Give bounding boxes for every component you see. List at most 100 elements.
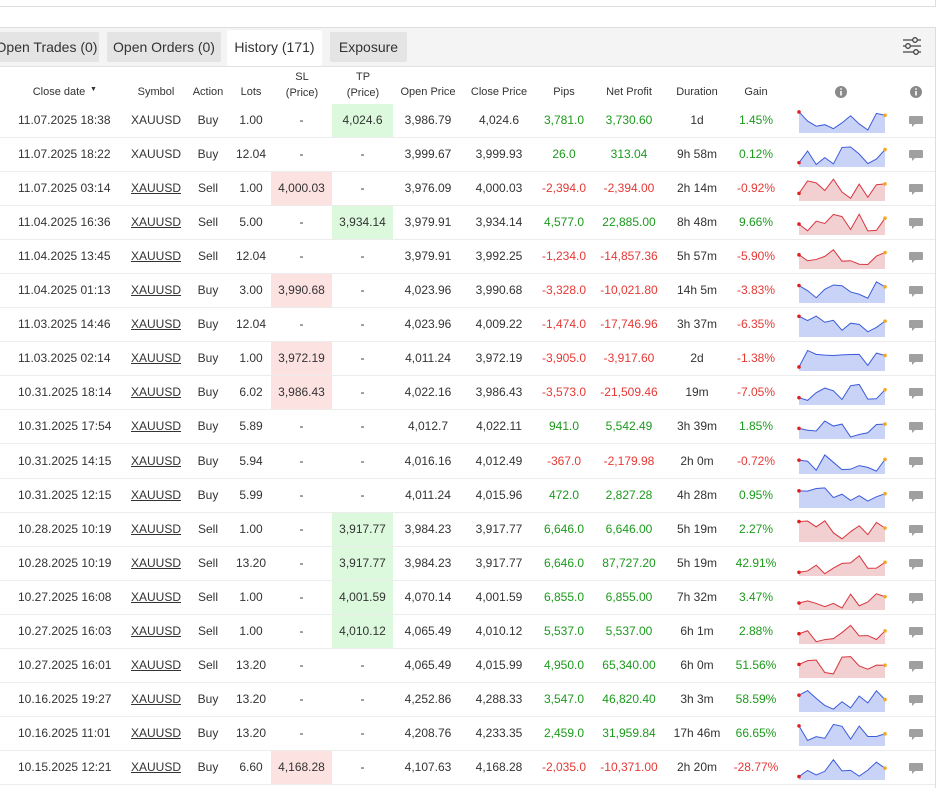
- tab[interactable]: Exposure: [330, 32, 407, 62]
- open-price: 4,023.96: [404, 317, 452, 332]
- column-header: Symbol: [137, 86, 175, 98]
- gain: -5.90%: [736, 249, 776, 264]
- close-date: 10.28.2025 10:19: [18, 555, 112, 570]
- comment-icon[interactable]: [908, 216, 924, 230]
- tab[interactable]: History (171): [227, 30, 322, 66]
- symbol[interactable]: XAUUSD: [130, 283, 181, 298]
- symbol[interactable]: XAUUSD: [130, 181, 181, 196]
- comment-icon[interactable]: [908, 557, 924, 571]
- stop-loss: -: [299, 691, 304, 706]
- net-profit: -21,509.46: [600, 385, 658, 400]
- symbol[interactable]: XAUUSD: [130, 521, 181, 536]
- symbol[interactable]: XAUUSD: [130, 657, 181, 672]
- comment-icon[interactable]: [908, 693, 924, 707]
- tab[interactable]: Open Orders (0): [107, 32, 221, 62]
- net-profit: -17,746.96: [600, 317, 658, 332]
- comment-icon[interactable]: [908, 625, 924, 639]
- comment-icon[interactable]: [908, 148, 924, 162]
- symbol[interactable]: XAUUSD: [130, 147, 181, 162]
- symbol[interactable]: XAUUSD: [130, 691, 181, 706]
- comment-icon[interactable]: [908, 420, 924, 434]
- symbol[interactable]: XAUUSD: [130, 725, 181, 740]
- sparkline-dot: [797, 427, 801, 431]
- column-header: Pips: [553, 86, 575, 98]
- sort-arrow[interactable]: ▼: [90, 86, 97, 93]
- symbol[interactable]: XAUUSD: [130, 351, 181, 366]
- close-date: 11.07.2025 18:38: [18, 113, 111, 127]
- action: Buy: [197, 317, 219, 332]
- sparkline-dot: [883, 147, 887, 152]
- lots: 5.94: [239, 453, 263, 468]
- comment-bubble: [909, 184, 923, 196]
- symbol[interactable]: XAUUSD: [130, 555, 181, 570]
- symbol[interactable]: XAUUSD: [130, 453, 181, 468]
- open-price: 3,984.23: [404, 521, 452, 536]
- stop-loss: -: [299, 589, 304, 604]
- sparkline-line: [798, 281, 886, 300]
- comment-icon[interactable]: [908, 318, 924, 332]
- column-header: Duration: [676, 86, 718, 98]
- table-row: 10.16.2025 19:27 XAUUSD Buy 13.20 - - 4,252.86…: [0, 683, 935, 717]
- sparkline-line: [798, 111, 886, 131]
- comment-icon[interactable]: [908, 455, 924, 469]
- open-price: 4,012.7: [407, 419, 449, 434]
- close-date: 10.28.2025 10:19: [18, 521, 112, 536]
- filter-settings-icon[interactable]: [900, 35, 924, 57]
- close-date: 10.27.2025 16:08: [18, 589, 112, 604]
- info-icon[interactable]: [909, 85, 923, 99]
- symbol[interactable]: XAUUSD: [130, 113, 181, 127]
- comment-icon[interactable]: [908, 591, 924, 605]
- stop-loss: -: [299, 521, 304, 536]
- duration: 1d: [690, 113, 704, 127]
- sparkline: [797, 519, 887, 542]
- table-row: 10.28.2025 10:19 XAUUSD Sell 13.20 - 3,917.77…: [0, 546, 935, 581]
- comment-icon[interactable]: [908, 250, 924, 264]
- pips: -1,474.0: [541, 317, 587, 332]
- sparkline-dot: [797, 631, 801, 636]
- action: Sell: [197, 555, 218, 570]
- net-profit: -10,021.80: [600, 283, 658, 298]
- symbol[interactable]: XAUUSD: [130, 623, 181, 638]
- sparkline-area: [799, 282, 885, 304]
- duration: 3h 37m: [676, 317, 718, 332]
- stop-loss: -: [299, 147, 304, 162]
- duration: 5h 19m: [676, 555, 718, 570]
- info-icon[interactable]: [834, 85, 848, 99]
- take-profit: -: [360, 691, 365, 706]
- comment-icon[interactable]: [908, 284, 924, 298]
- symbol[interactable]: XAUUSD: [130, 249, 181, 264]
- comment-bubble: [909, 388, 923, 400]
- sparkline-line: [798, 146, 886, 166]
- sparkline: [797, 554, 887, 576]
- comment-icon[interactable]: [908, 386, 924, 400]
- table-row: 11.04.2025 13:45 XAUUSD Sell 12.04 - - 3,979.9…: [0, 240, 935, 275]
- duration: 8h 48m: [676, 215, 718, 230]
- close-date: 10.31.2025 12:15: [18, 487, 112, 502]
- comment-icon[interactable]: [908, 659, 924, 673]
- symbol[interactable]: XAUUSD: [130, 419, 181, 434]
- symbol[interactable]: XAUUSD: [130, 589, 181, 604]
- sparkline: [797, 110, 887, 133]
- sparkline-dot: [883, 216, 887, 221]
- duration: 2d: [690, 351, 704, 366]
- close-price: 4,012.49: [475, 453, 523, 468]
- stop-loss: -: [299, 453, 304, 468]
- comment-icon[interactable]: [908, 182, 924, 196]
- pips: -1,234.0: [541, 249, 587, 264]
- table-row: 10.27.2025 16:01 XAUUSD Sell 13.20 - - 4,065.4…: [0, 649, 935, 683]
- comment-icon[interactable]: [908, 523, 924, 537]
- comment-icon[interactable]: [908, 489, 924, 503]
- comment-icon[interactable]: [908, 114, 924, 128]
- symbol[interactable]: XAUUSD: [130, 215, 181, 230]
- comment-icon[interactable]: [908, 727, 924, 741]
- close-price: 3,934.14: [475, 215, 523, 230]
- symbol[interactable]: XAUUSD: [130, 317, 181, 332]
- comment-icon[interactable]: [908, 352, 924, 366]
- symbol[interactable]: XAUUSD: [130, 487, 181, 502]
- tab[interactable]: Open Trades (0): [0, 32, 99, 62]
- sparkline-dot: [797, 222, 801, 227]
- open-price: 4,065.49: [404, 623, 452, 638]
- symbol[interactable]: XAUUSD: [130, 385, 181, 400]
- sparkline-area: [799, 690, 885, 712]
- table-row: 11.03.2025 14:46 XAUUSD Buy 12.04 - - 4,023.96…: [0, 308, 935, 343]
